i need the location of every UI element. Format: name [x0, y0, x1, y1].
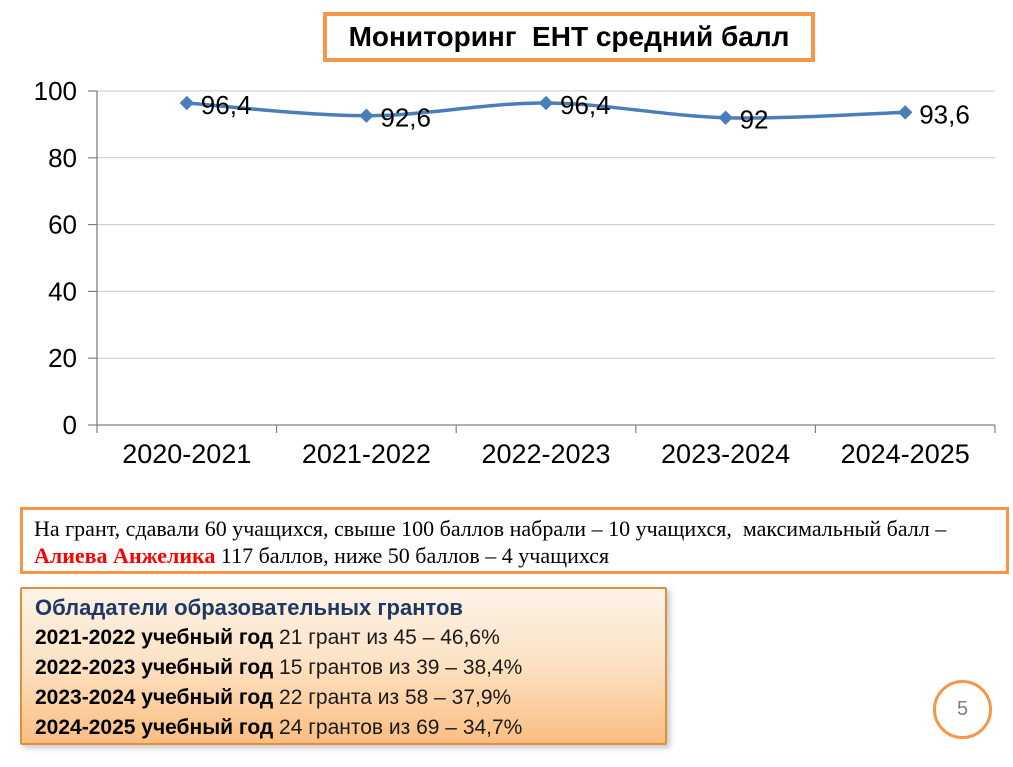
grants-header: Обладатели образовательных грантов [35, 595, 463, 620]
grant-year: 2021-2022 учебный год [35, 626, 274, 649]
x-axis-label: 2020-2021 [122, 439, 251, 469]
data-point-marker [718, 110, 733, 125]
y-tick-label: 60 [48, 210, 77, 240]
y-tick-label: 100 [34, 76, 77, 106]
page-number: 5 [956, 698, 969, 720]
page-number-badge: 5 [933, 680, 992, 739]
data-point-label: 96,4 [201, 90, 252, 120]
grant-text: 21 грант из 45 – 46,6% [273, 626, 500, 649]
note-line-2: Алиева Анжелика 117 баллов, ниже 50 балл… [34, 542, 995, 569]
grant-row-2023-2024: 2023-2024 учебный год 22 гранта из 58 – … [35, 683, 652, 713]
grant-year: 2022-2023 учебный год [35, 656, 274, 679]
x-axis-label: 2023-2024 [661, 439, 790, 469]
data-point-label: 92 [740, 105, 769, 135]
ent-average-score-line-chart: 0 20 40 60 80 100 2020-2021 2021-2022 2022-2023 2… [34, 76, 996, 469]
slide-title: Мониторинг ЕНТ средний балл [348, 21, 790, 52]
grants-box: Обладатели образовательных грантов 2021-… [20, 587, 667, 745]
grant-row-2021-2022: 2021-2022 учебный год 21 грант из 45 – 4… [35, 623, 652, 653]
grant-year: 2024-2025 учебный год [35, 716, 274, 739]
data-point-marker [538, 95, 554, 111]
data-point-label: 93,6 [919, 99, 970, 129]
x-axis-label: 2024-2025 [841, 439, 970, 469]
y-tick-label: 80 [48, 143, 77, 173]
note-line-1: На грант, сдавали 60 учащихся, свыше 100… [34, 516, 947, 541]
data-point-label: 92,6 [380, 103, 431, 133]
y-tick-label: 40 [48, 276, 77, 306]
x-axis-label: 2021-2022 [302, 439, 431, 469]
y-tick-label: 20 [48, 343, 77, 373]
grant-text: 15 грантов из 39 – 38,4% [273, 656, 523, 679]
student-name: Алиева Анжелика [34, 543, 216, 568]
x-axis-label: 2022-2023 [481, 439, 610, 469]
grant-text: 24 грантов из 69 – 34,7% [273, 716, 523, 739]
slide-title-box: Мониторинг ЕНТ средний балл [323, 12, 815, 62]
note-box: На грант, сдавали 60 учащихся, свыше 100… [20, 507, 1009, 574]
note-line-2-rest: 117 баллов, ниже 50 баллов – 4 учащихся [215, 543, 610, 568]
grant-row-2022-2023: 2022-2023 учебный год 15 грантов из 39 –… [35, 653, 652, 683]
grant-text: 22 гранта из 58 – 37,9% [273, 686, 512, 709]
y-tick-label: 0 [63, 410, 77, 440]
data-point-label: 96,4 [560, 90, 611, 120]
grant-row-2024-2025: 2024-2025 учебный год 24 грантов из 69 –… [35, 713, 652, 743]
data-point-marker [179, 95, 195, 111]
data-point-marker [359, 108, 374, 123]
data-point-marker [897, 105, 913, 120]
grant-year: 2023-2024 учебный год [35, 686, 274, 709]
